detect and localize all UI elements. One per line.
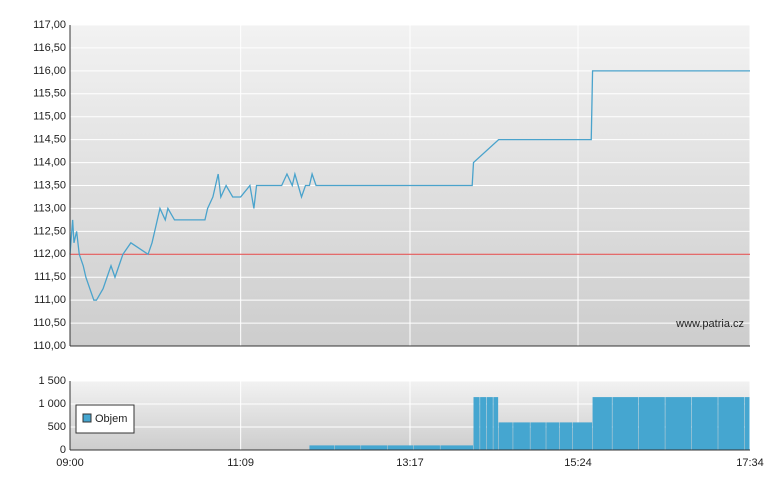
y-tick-label: 500 (48, 421, 66, 433)
y-tick-label: 114,00 (33, 156, 66, 168)
x-tick-label: 11:09 (227, 457, 254, 469)
y-tick-label: 1 500 (38, 375, 66, 387)
y-tick-label: 113,00 (33, 202, 66, 214)
y-tick-label: 1 000 (38, 398, 66, 410)
x-tick-label: 13:17 (396, 457, 424, 469)
volume-bar (665, 397, 692, 450)
x-tick-label: 17:34 (736, 457, 764, 469)
volume-bar (592, 397, 612, 450)
y-tick-label: 110,00 (33, 340, 66, 352)
price-line (69, 70, 750, 301)
volume-bar (612, 397, 639, 450)
volume-bar (480, 397, 487, 450)
y-tick-label: 116,50 (33, 42, 66, 54)
volume-bar (744, 397, 750, 450)
volume-bar (387, 445, 414, 450)
y-tick-label: 112,50 (33, 225, 66, 237)
y-tick-label: 116,00 (33, 65, 66, 77)
volume-bar (559, 422, 573, 450)
y-tick-label: 115,50 (33, 88, 66, 100)
y-tick-label: 110,50 (33, 317, 66, 329)
y-tick-label: 0 (60, 444, 66, 456)
x-tick-label: 09:00 (56, 457, 84, 469)
x-tick-label: 15:24 (564, 457, 592, 469)
volume-bar (718, 397, 745, 450)
y-tick-label: 114,50 (33, 134, 66, 146)
volume-bar (413, 445, 440, 450)
y-tick-label: 112,00 (33, 248, 66, 260)
volume-bar (572, 422, 593, 450)
volume-bar (486, 397, 493, 450)
y-tick-label: 117,00 (33, 19, 66, 31)
volume-bar (309, 445, 335, 450)
watermark: www.patria.cz (675, 318, 744, 330)
y-tick-label: 115,00 (33, 111, 66, 123)
volume-bar (334, 445, 361, 450)
volume-bar (498, 422, 513, 450)
volume-bar (546, 422, 559, 450)
volume-bar (638, 397, 665, 450)
legend-swatch (82, 413, 92, 423)
volume-bar (691, 397, 718, 450)
volume-bar (513, 422, 530, 450)
y-tick-label: 111,50 (34, 271, 66, 283)
volume-bar (493, 397, 499, 450)
volume-bar (440, 445, 474, 450)
y-tick-label: 113,50 (33, 179, 66, 191)
legend-label: Objem (95, 413, 127, 425)
volume-bar (530, 422, 546, 450)
y-tick-label: 111,00 (34, 294, 66, 306)
volume-bar (361, 445, 388, 450)
volume-bar (473, 397, 480, 450)
